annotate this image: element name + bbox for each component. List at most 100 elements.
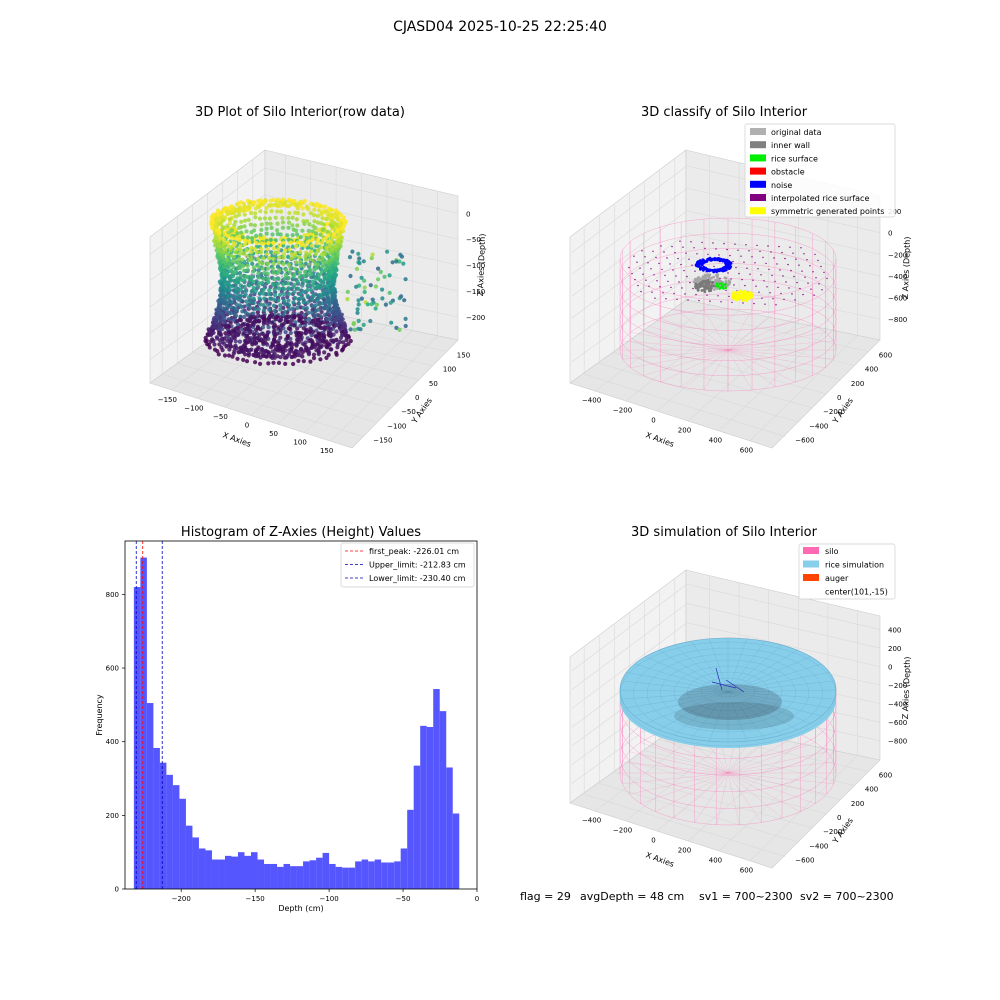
histogram-x-ticks: −200 −150 −100 −50 0	[172, 889, 479, 903]
point	[244, 248, 249, 253]
point	[336, 316, 341, 321]
point	[215, 349, 220, 354]
y-tick-label: −150	[373, 437, 392, 445]
silo-floor-line	[727, 772, 740, 825]
point	[350, 249, 355, 254]
silo-floor-line	[681, 349, 729, 388]
interpolated-point	[783, 298, 785, 301]
point	[316, 257, 321, 262]
point	[333, 257, 338, 263]
point	[322, 274, 327, 279]
interpolated-point	[778, 245, 780, 248]
interpolated-point	[784, 257, 786, 260]
gridline	[571, 583, 688, 672]
point	[302, 276, 304, 279]
point	[250, 297, 253, 299]
symmetric-point	[739, 289, 743, 293]
silo-floor-line	[622, 349, 729, 360]
inner-wall-point	[702, 284, 705, 288]
point	[227, 332, 232, 337]
mesh-spoke	[634, 691, 729, 717]
symmetric-point	[741, 298, 745, 302]
silo-floor-line	[727, 349, 813, 376]
point	[238, 293, 240, 295]
interpolated-point	[707, 253, 709, 256]
x-tick-label: 0	[245, 422, 249, 430]
histogram-bars	[133, 557, 460, 889]
histogram-bar	[283, 863, 291, 889]
point	[299, 248, 302, 250]
point	[320, 256, 325, 261]
point	[335, 345, 340, 350]
interpolated-point	[771, 274, 773, 277]
point	[301, 359, 306, 364]
point	[233, 326, 239, 331]
point	[237, 261, 242, 266]
silo-floor-line	[629, 751, 729, 774]
point	[308, 268, 313, 273]
legend-label: noise	[771, 181, 792, 190]
point	[286, 262, 292, 267]
mesh-spoke	[727, 691, 830, 708]
point	[232, 329, 237, 334]
point	[238, 283, 243, 288]
simulation-title: 3D simulation of Silo Interior	[631, 525, 818, 540]
gridline	[571, 165, 688, 253]
gridline	[192, 352, 392, 409]
point	[261, 321, 266, 326]
point	[313, 259, 316, 261]
point	[222, 231, 227, 236]
interpolated-point	[672, 269, 674, 271]
point	[222, 315, 227, 320]
interpolated-point	[766, 286, 768, 288]
point	[240, 257, 245, 262]
histogram-bar	[361, 859, 369, 889]
histogram-bar	[153, 747, 160, 889]
histogram-bar	[224, 855, 232, 889]
point	[305, 300, 310, 305]
silo-floor-line	[727, 340, 834, 351]
legend-label: first_peak: -226.01 cm	[369, 547, 459, 556]
point	[302, 198, 307, 204]
mesh-spoke	[727, 691, 783, 736]
interpolated-point	[653, 274, 655, 276]
histogram-bar	[426, 726, 434, 889]
rice-surface-point	[724, 286, 727, 290]
point	[231, 264, 236, 269]
histogram-bar	[140, 557, 147, 889]
point	[293, 202, 298, 208]
point	[228, 339, 233, 344]
point	[221, 290, 226, 295]
interpolated-point	[759, 250, 761, 253]
point	[246, 295, 251, 300]
point	[257, 281, 262, 286]
point	[244, 334, 249, 339]
point	[314, 271, 317, 274]
point	[278, 314, 281, 316]
rice-surface-point	[720, 282, 723, 285]
point	[368, 283, 373, 288]
histogram-bar	[446, 767, 453, 889]
gridline	[571, 255, 688, 341]
point	[329, 308, 334, 313]
point	[319, 240, 324, 245]
interpolated-point	[793, 275, 795, 278]
point	[257, 333, 262, 338]
point	[293, 308, 295, 310]
point	[308, 257, 313, 262]
interpolated-point	[762, 256, 764, 259]
point	[217, 331, 222, 336]
point	[323, 268, 328, 273]
point	[254, 256, 256, 258]
point	[275, 280, 278, 282]
point	[221, 254, 226, 260]
point	[265, 261, 270, 266]
histogram-bar	[387, 862, 395, 889]
point	[280, 225, 285, 230]
point	[321, 273, 324, 276]
point	[258, 361, 263, 366]
x-tick-label: 100	[293, 439, 306, 447]
auger-lines	[711, 667, 745, 693]
point	[306, 207, 311, 212]
point	[299, 284, 301, 287]
